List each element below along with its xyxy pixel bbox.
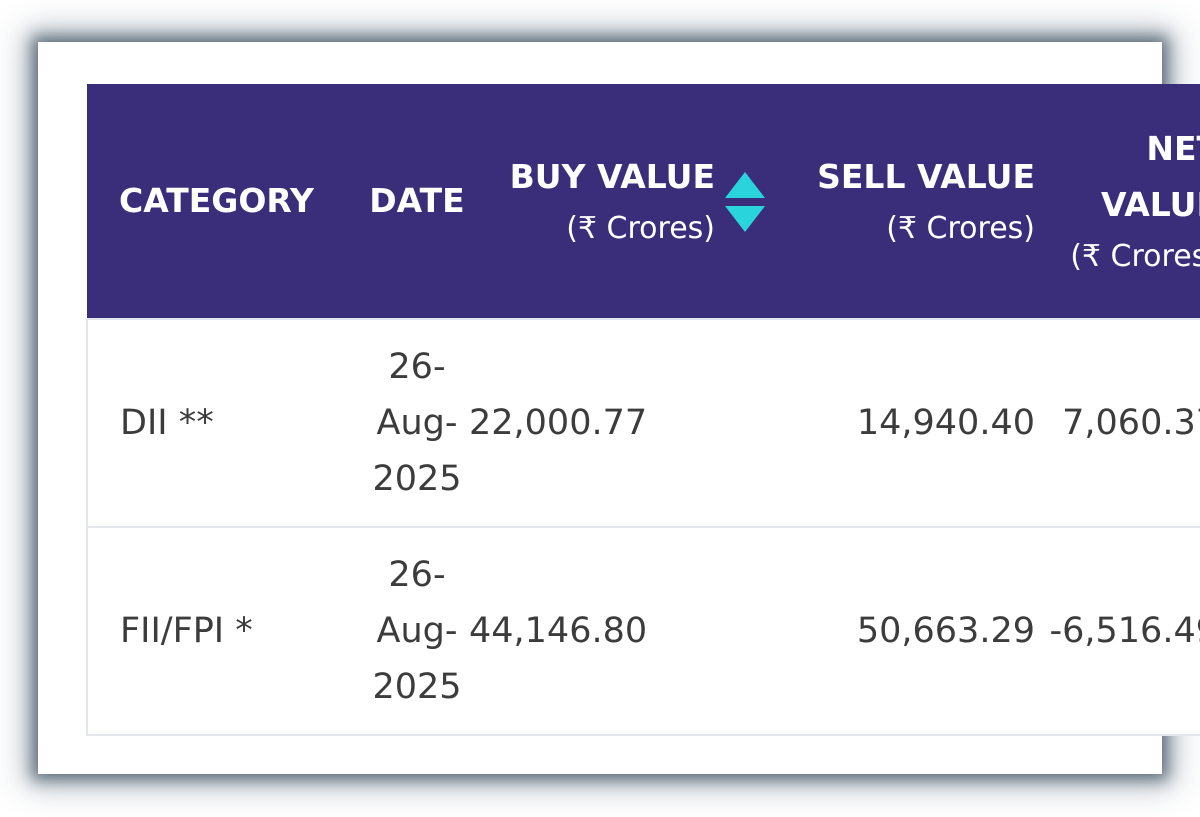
cell-buy-value: 22,000.77 <box>469 319 785 527</box>
column-header-sell-value: SELL VALUE (₹ Crores) <box>785 84 1049 319</box>
column-header-date: DATE <box>365 84 469 319</box>
column-header-buy-value-label: BUY VALUE <box>509 157 715 196</box>
column-header-buy-value[interactable]: BUY VALUE (₹ Crores) <box>469 84 785 319</box>
sort-descending-icon[interactable] <box>725 206 765 232</box>
column-header-category-label: CATEGORY <box>119 181 314 220</box>
cell-category: FII/FPI * <box>87 527 365 735</box>
cell-date: 26-Aug-2025 <box>365 319 469 527</box>
column-header-category: CATEGORY <box>87 84 365 319</box>
column-header-buy-value-unit: (₹ Crores) <box>566 211 715 246</box>
cell-sell-value: 50,663.29 <box>785 527 1049 735</box>
cell-sell-value: 14,940.40 <box>785 319 1049 527</box>
column-header-net-value-unit: (₹ Crores) <box>1070 239 1200 274</box>
fii-dii-activity-table: CATEGORY DATE BUY VALUE (₹ Crores) SELL … <box>86 84 1200 736</box>
table-row: DII ** 26-Aug-2025 22,000.77 14,940.40 7… <box>87 319 1200 527</box>
column-header-date-label: DATE <box>369 181 465 220</box>
column-header-sell-value-label: SELL VALUE <box>817 157 1035 196</box>
cell-date: 26-Aug-2025 <box>365 527 469 735</box>
table-row: FII/FPI * 26-Aug-2025 44,146.80 50,663.2… <box>87 527 1200 735</box>
sort-ascending-icon[interactable] <box>725 172 765 198</box>
cell-net-value: 7,060.37 <box>1049 319 1200 527</box>
table-header-row: CATEGORY DATE BUY VALUE (₹ Crores) SELL … <box>87 84 1200 319</box>
cell-net-value: -6,516.49 <box>1049 527 1200 735</box>
column-header-sell-value-unit: (₹ Crores) <box>886 211 1035 246</box>
cell-buy-value: 44,146.80 <box>469 527 785 735</box>
column-header-net-value: NET VALUE (₹ Crores) <box>1049 84 1200 319</box>
column-header-net-value-label: NET VALUE <box>1100 129 1200 224</box>
cell-category: DII ** <box>87 319 365 527</box>
sort-icon[interactable] <box>725 172 765 234</box>
